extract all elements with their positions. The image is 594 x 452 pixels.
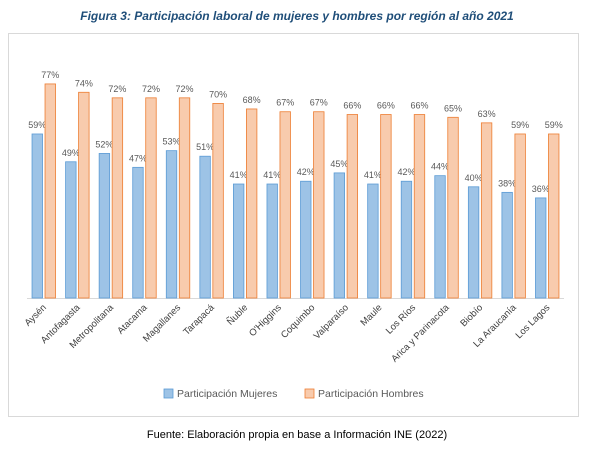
bar-mujeres-3 — [98, 153, 111, 299]
data-label-mujeres-9: 42% — [297, 167, 315, 177]
data-label-mujeres-4: 47% — [129, 153, 147, 163]
data-label-mujeres-6: 51% — [196, 142, 214, 152]
category-label-16: Los Lagos — [514, 302, 553, 341]
data-label-hombres-7: 68% — [243, 95, 261, 105]
data-label-mujeres-13: 44% — [431, 162, 449, 172]
bar-mujeres-12 — [400, 180, 413, 299]
data-label-mujeres-8: 41% — [263, 170, 281, 180]
bar-hombres-3 — [111, 97, 124, 299]
bar-mujeres-5 — [165, 150, 178, 299]
data-label-hombres-9: 67% — [310, 98, 328, 108]
bar-mujeres-6 — [199, 155, 211, 299]
data-label-mujeres-10: 45% — [330, 159, 348, 169]
category-label-10: Valparaíso — [312, 302, 351, 341]
bar-mujeres-11 — [367, 183, 379, 299]
bar-hombres-14 — [480, 122, 493, 299]
category-label-11: Maule — [358, 302, 384, 328]
category-label-4: Atacama — [115, 302, 150, 337]
data-label-hombres-8: 67% — [276, 98, 294, 108]
bar-hombres-8 — [279, 111, 291, 299]
data-label-mujeres-12: 42% — [397, 167, 415, 177]
data-label-mujeres-16: 36% — [532, 184, 550, 194]
bar-hombres-6 — [212, 103, 224, 299]
data-label-mujeres-15: 38% — [498, 178, 516, 188]
legend-label-hombres: Participación Hombres — [318, 388, 424, 400]
category-label-1: Aysén — [23, 302, 49, 328]
bar-mujeres-7 — [233, 183, 245, 299]
data-label-hombres-3: 72% — [108, 84, 126, 94]
data-label-mujeres-1: 59% — [28, 120, 46, 130]
legend-label-mujeres: Participación Mujeres — [177, 388, 277, 400]
data-label-hombres-12: 66% — [410, 101, 428, 111]
data-label-mujeres-3: 52% — [95, 139, 113, 149]
data-label-hombres-5: 72% — [176, 84, 194, 94]
bar-hombres-9 — [313, 111, 325, 299]
bar-mujeres-14 — [467, 186, 480, 299]
bar-mujeres-1 — [31, 133, 43, 299]
category-label-12: Los Ríos — [384, 302, 418, 336]
data-label-mujeres-14: 40% — [465, 173, 483, 183]
data-label-hombres-1: 77% — [41, 70, 59, 80]
data-label-hombres-14: 63% — [478, 109, 496, 119]
bar-hombres-2 — [78, 91, 90, 299]
figure-source: Fuente: Elaboración propia en base a Inf… — [146, 429, 448, 441]
bar-hombres-12 — [413, 114, 426, 299]
bar-hombres-10 — [346, 114, 358, 299]
category-label-7: Ñuble — [225, 302, 250, 327]
bar-mujeres-2 — [65, 161, 77, 299]
bar-hombres-1 — [44, 83, 56, 299]
bar-hombres-11 — [380, 114, 392, 299]
category-label-14: Biobío — [458, 302, 485, 329]
bar-mujeres-4 — [132, 166, 144, 299]
data-label-hombres-13: 65% — [444, 103, 462, 113]
bar-mujeres-10 — [333, 172, 345, 299]
figure-title: Figura 3: Participación laboral de mujer… — [80, 9, 514, 23]
bar-chart: 59%77%Aysén49%74%Antofagasta52%72%Metrop… — [23, 70, 564, 400]
chart-area: 59% 77% Aysén 49% 74% Antofagasta 52% 72% Metrop… — [8, 33, 579, 417]
data-label-hombres-6: 70% — [209, 89, 227, 99]
bar-mujeres-9 — [300, 180, 312, 299]
data-label-hombres-2: 74% — [75, 78, 93, 88]
data-label-hombres-10: 66% — [343, 101, 361, 111]
data-label-mujeres-7: 41% — [230, 170, 248, 180]
data-label-mujeres-2: 49% — [62, 148, 80, 158]
data-label-hombres-16: 59% — [545, 120, 563, 130]
bar-mujeres-8 — [266, 183, 278, 299]
data-label-mujeres-5: 53% — [163, 137, 181, 147]
bar-hombres-5 — [178, 97, 191, 299]
category-label-13: Arica y Parinacota — [389, 302, 452, 365]
data-label-hombres-15: 59% — [511, 120, 529, 130]
bar-hombres-16 — [548, 133, 560, 299]
bar-mujeres-13 — [434, 175, 446, 299]
bar-hombres-13 — [447, 116, 459, 299]
bar-hombres-15 — [514, 133, 526, 299]
bar-mujeres-16 — [535, 197, 547, 299]
category-label-6: Tarapacá — [181, 302, 217, 338]
bar-mujeres-15 — [501, 191, 513, 299]
data-label-mujeres-11: 41% — [364, 170, 382, 180]
bar-hombres-7 — [246, 108, 258, 299]
bar-hombres-4 — [145, 97, 157, 299]
legend-swatch-mujeres — [163, 388, 174, 399]
data-label-hombres-11: 66% — [377, 101, 395, 111]
data-label-hombres-4: 72% — [142, 84, 160, 94]
legend-swatch-hombres — [304, 388, 315, 399]
